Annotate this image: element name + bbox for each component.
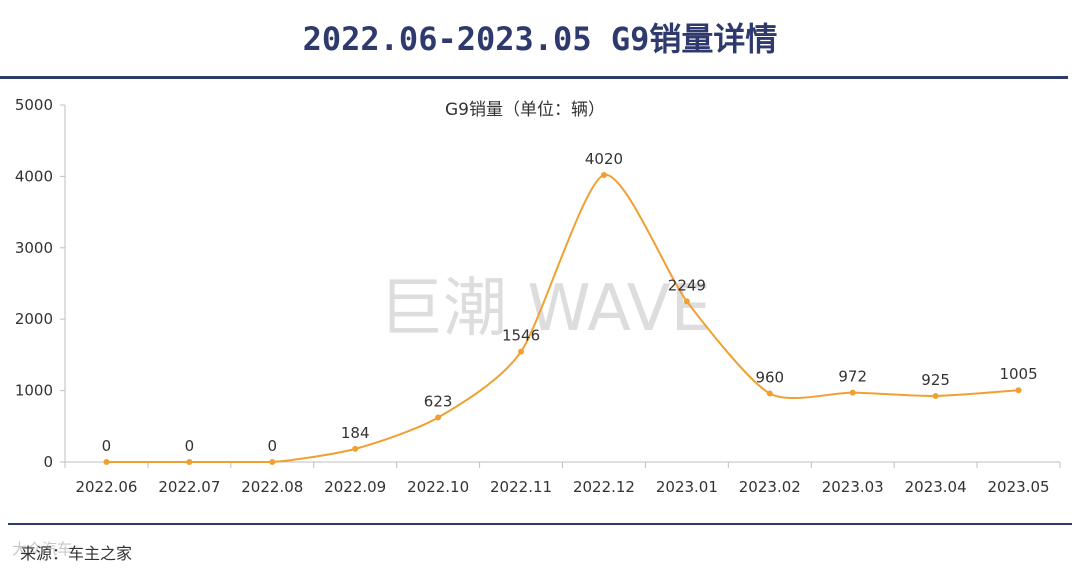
page-title: 2022.06-2023.05 G9销量详情 xyxy=(302,20,778,58)
y-tick-label: 2000 xyxy=(15,310,53,328)
x-tick-label: 2022.10 xyxy=(407,478,469,496)
source-note: 来源：车主之家 xyxy=(20,544,133,563)
x-tick-label: 2022.12 xyxy=(573,478,635,496)
x-tick-label: 2023.02 xyxy=(739,478,801,496)
x-tick-label: 2022.09 xyxy=(324,478,386,496)
data-label: 1005 xyxy=(999,365,1037,383)
data-point xyxy=(1015,387,1022,394)
data-label: 972 xyxy=(838,368,867,386)
chart-axes: 0 1000 2000 3000 4000 5000 2022.06 2022.07 2022.… xyxy=(15,96,1061,496)
x-tick-label: 2023.03 xyxy=(822,478,884,496)
data-point xyxy=(766,390,773,397)
data-label: 184 xyxy=(341,424,370,442)
chart-title: G9销量（单位：辆） xyxy=(445,100,605,120)
chart-watermark: 巨潮 WAVE xyxy=(379,272,711,346)
data-label: 0 xyxy=(185,437,195,455)
y-tick-label: 0 xyxy=(43,453,53,471)
data-label: 4020 xyxy=(585,150,623,168)
data-point xyxy=(269,459,276,465)
x-tick-label: 2022.11 xyxy=(490,478,552,496)
x-tick-label: 2023.01 xyxy=(656,478,718,496)
data-point xyxy=(849,389,856,396)
data-label: 2249 xyxy=(668,276,706,294)
footer-divider xyxy=(8,523,1072,525)
x-tick-label: 2022.08 xyxy=(241,478,303,496)
data-label: 0 xyxy=(268,437,278,455)
data-point xyxy=(435,414,442,421)
data-label: 1546 xyxy=(502,327,540,345)
y-tick-label: 4000 xyxy=(15,167,53,185)
x-tick-label: 2022.07 xyxy=(158,478,220,496)
data-labels-group: 0 0 0 184 623 1546 4020 2249 960 972 925 1005 xyxy=(102,150,1038,455)
x-tick-label: 2022.06 xyxy=(75,478,137,496)
x-tick-label: 2023.04 xyxy=(905,478,967,496)
y-tick-label: 3000 xyxy=(15,239,53,257)
data-point xyxy=(683,298,690,305)
data-label: 960 xyxy=(755,368,784,386)
data-point xyxy=(186,459,193,465)
title-divider xyxy=(0,76,1068,79)
data-point xyxy=(600,171,607,178)
data-point xyxy=(352,445,359,452)
y-tick-label: 1000 xyxy=(15,382,53,400)
data-point xyxy=(103,459,110,465)
sales-line-chart: 巨潮 WAVE G9销量（单位：辆） 0 1000 2000 3000 4000 5000… xyxy=(15,96,1061,496)
data-label: 0 xyxy=(102,437,112,455)
data-label: 623 xyxy=(424,393,453,411)
data-label: 925 xyxy=(921,371,950,389)
footer-watermark: 大众汽车 xyxy=(12,540,73,558)
data-point xyxy=(932,392,939,399)
data-point xyxy=(518,348,525,355)
x-tick-label: 2023.05 xyxy=(988,478,1050,496)
y-tick-label: 5000 xyxy=(15,96,53,114)
data-points-group xyxy=(103,171,1022,465)
